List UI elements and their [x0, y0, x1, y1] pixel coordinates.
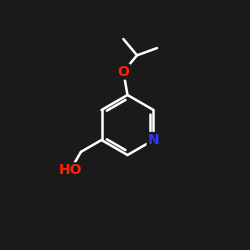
Text: O: O	[118, 64, 129, 78]
Text: N: N	[148, 133, 159, 147]
Text: HO: HO	[58, 163, 82, 177]
